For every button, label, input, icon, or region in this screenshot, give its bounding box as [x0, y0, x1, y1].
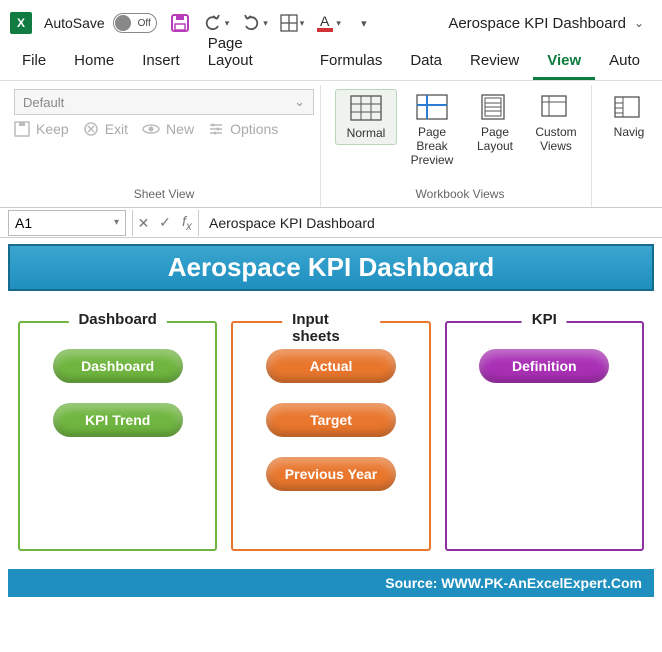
footer-source: Source: WWW.PK-AnExcelExpert.Com [8, 569, 654, 597]
normal-view-button[interactable]: Normal [335, 89, 397, 145]
ribbon-group-sheet-view: Default ⌄ Keep Exit New [8, 85, 321, 207]
sheet-view-select[interactable]: Default ⌄ [14, 89, 314, 115]
nav-pill-definition[interactable]: Definition [479, 349, 609, 383]
tab-review[interactable]: Review [456, 46, 533, 80]
font-color-button[interactable]: A ▾ [316, 13, 341, 33]
nav-pill-previous-year[interactable]: Previous Year [266, 457, 396, 491]
nav-pill-actual[interactable]: Actual [266, 349, 396, 383]
exit-button[interactable]: Exit [83, 121, 128, 137]
group-label: Sheet View [134, 183, 195, 207]
fx-icon[interactable]: fx [176, 213, 198, 233]
ribbon-tabs: FileHomeInsertPage LayoutFormulasDataRev… [0, 46, 662, 80]
tab-data[interactable]: Data [396, 46, 456, 80]
new-button[interactable]: New [142, 121, 194, 137]
ribbon: Default ⌄ Keep Exit New [0, 80, 662, 208]
name-box[interactable]: A1 ▾ [8, 210, 126, 236]
chevron-down-icon[interactable]: ▾ [114, 217, 119, 228]
panel-label: KPI [522, 311, 567, 328]
page-layout-button[interactable]: Page Layout [467, 89, 523, 157]
tab-auto[interactable]: Auto [595, 46, 654, 80]
ribbon-group-nav: Navig [600, 85, 658, 207]
tab-view[interactable]: View [533, 46, 595, 80]
cancel-icon[interactable]: ✕ [132, 210, 154, 236]
nav-pill-kpi-trend[interactable]: KPI Trend [53, 403, 183, 437]
navigation-button[interactable]: Navig [606, 89, 652, 143]
panel-kpi: KPIDefinition [445, 321, 644, 551]
panel-dashboard: DashboardDashboardKPI Trend [18, 321, 217, 551]
autosave-label: AutoSave [44, 15, 105, 31]
customize-qat-icon[interactable]: ▾ [353, 12, 375, 34]
quick-access-toolbar: X AutoSave Off ▾ ▾ ▾ A ▾ ▾ Aerospace KPI… [0, 0, 662, 46]
excel-logo-icon: X [10, 12, 32, 34]
toggle-knob [115, 15, 131, 31]
svg-text:A: A [320, 13, 330, 29]
toggle-state: Off [138, 18, 151, 29]
nav-pill-target[interactable]: Target [266, 403, 396, 437]
ribbon-group-workbook-views: Normal Page Break Preview Page Layout Cu… [329, 85, 592, 207]
nav-pill-dashboard[interactable]: Dashboard [53, 349, 183, 383]
save-icon[interactable] [169, 12, 191, 34]
panel-label: Input sheets [282, 311, 380, 345]
worksheet-area: Aerospace KPI Dashboard Dashboard Dashboa… [0, 238, 662, 597]
chevron-down-icon: ⌄ [294, 94, 305, 110]
page-break-preview-button[interactable]: Page Break Preview [401, 89, 463, 171]
formula-input[interactable]: Aerospace KPI Dashboard [198, 210, 662, 236]
keep-button[interactable]: Keep [14, 121, 69, 137]
group-label: Workbook Views [416, 183, 505, 207]
chevron-down-icon[interactable]: ▾ [300, 18, 305, 29]
chevron-down-icon[interactable]: ⌄ [634, 16, 644, 30]
chevron-down-icon[interactable]: ▾ [263, 18, 268, 29]
panel-label: Dashboard [68, 311, 166, 328]
tab-insert[interactable]: Insert [128, 46, 194, 80]
tab-file[interactable]: File [8, 46, 60, 80]
dashboard-title-banner: Aerospace KPI Dashboard [8, 244, 654, 291]
chevron-down-icon[interactable]: ▾ [336, 18, 341, 29]
toggle-switch[interactable]: Off [113, 13, 157, 33]
options-button[interactable]: Options [208, 121, 278, 137]
panels-row: DashboardDashboardKPI TrendInput sheetsA… [8, 321, 654, 551]
autosave-toggle[interactable]: AutoSave Off [44, 13, 157, 33]
enter-icon[interactable]: ✓ [154, 214, 176, 231]
document-title[interactable]: Aerospace KPI Dashboard ⌄ [448, 15, 644, 32]
formula-bar: A1 ▾ ✕ ✓ fx Aerospace KPI Dashboard [0, 208, 662, 238]
tab-page-layout[interactable]: Page Layout [194, 29, 306, 80]
panel-input-sheets: Input sheetsActualTargetPrevious Year [231, 321, 430, 551]
tab-formulas[interactable]: Formulas [306, 46, 397, 80]
chevron-down-icon[interactable]: ▾ [225, 18, 230, 29]
tab-home[interactable]: Home [60, 46, 128, 80]
custom-views-button[interactable]: Custom Views [527, 89, 585, 157]
